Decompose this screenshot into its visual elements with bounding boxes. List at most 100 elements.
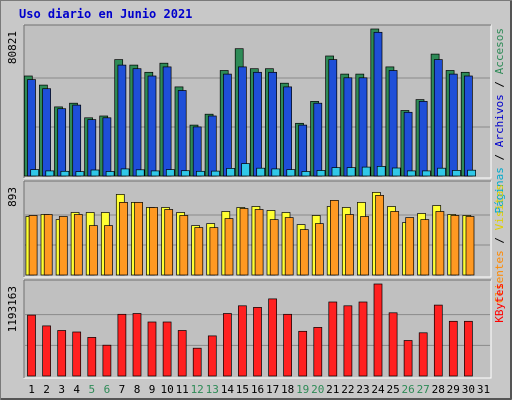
bar-bytes-kbytes-18 bbox=[283, 313, 292, 377]
x-tick-label-14: 14 bbox=[221, 383, 235, 396]
bar-bytes-kbytes-29 bbox=[448, 320, 458, 377]
bar-visits-clientes-3 bbox=[58, 216, 68, 276]
bar-bytes-kbytes-8 bbox=[132, 313, 142, 377]
bar-hits-páginas-3 bbox=[60, 170, 70, 177]
bar-hits-archivos-21 bbox=[328, 59, 338, 177]
x-tick-label-11: 11 bbox=[176, 383, 189, 396]
bar-bytes-kbytes-5 bbox=[87, 337, 97, 377]
bar-visits-clientes-24 bbox=[375, 195, 384, 276]
bar-hits-páginas-14 bbox=[226, 168, 235, 177]
bar-hits-páginas-16 bbox=[256, 167, 266, 177]
x-tick-label-2: 2 bbox=[43, 383, 50, 396]
bar-bytes-kbytes-3 bbox=[57, 330, 67, 377]
bar-hits-archivos-28 bbox=[433, 59, 443, 177]
bar-hits-archivos-11 bbox=[177, 90, 187, 177]
bar-hits-archivos-4 bbox=[72, 104, 82, 177]
x-tick-label-9: 9 bbox=[149, 383, 156, 396]
bar-hits-archivos-25 bbox=[388, 70, 398, 177]
bar-bytes-kbytes-11 bbox=[177, 330, 187, 377]
x-tick-label-26: 26 bbox=[401, 383, 414, 396]
bar-hits-páginas-13 bbox=[211, 170, 220, 177]
bar-hits-archivos-12 bbox=[192, 126, 202, 177]
legend-item-clientes: Clientes bbox=[493, 250, 506, 303]
bar-hits-páginas-27 bbox=[422, 170, 431, 177]
bar-hits-páginas-2 bbox=[45, 170, 55, 177]
bar-visits-clientes-23 bbox=[360, 216, 369, 276]
bar-hits-páginas-22 bbox=[346, 167, 356, 177]
x-tick-label-10: 10 bbox=[160, 383, 173, 396]
bar-bytes-kbytes-24 bbox=[373, 283, 383, 377]
bar-bytes-kbytes-19 bbox=[298, 330, 308, 377]
bar-hits-archivos-16 bbox=[253, 71, 262, 177]
x-tick-label-24: 24 bbox=[371, 383, 385, 396]
bar-visits-clientes-9 bbox=[149, 207, 158, 276]
bar-bytes-kbytes-14 bbox=[223, 313, 232, 377]
bar-bytes-kbytes-28 bbox=[433, 304, 443, 377]
legend-separator: / bbox=[493, 147, 506, 167]
bar-visits-clientes-19 bbox=[299, 229, 309, 276]
x-tick-label-19: 19 bbox=[296, 383, 309, 396]
x-tick-label-5: 5 bbox=[88, 383, 95, 396]
legend-item-páginas: Páginas bbox=[493, 167, 506, 213]
bar-hits-archivos-18 bbox=[283, 86, 292, 177]
bar-hits-páginas-29 bbox=[452, 170, 461, 177]
x-tick-label-20: 20 bbox=[311, 383, 324, 396]
legend-item-archivos: Archivos bbox=[493, 94, 506, 147]
bar-visits-clientes-17 bbox=[269, 219, 279, 276]
bar-bytes-kbytes-21 bbox=[328, 301, 338, 377]
bar-bytes-kbytes-6 bbox=[102, 344, 112, 377]
legend-item-accesos: Accesos bbox=[493, 28, 506, 74]
bar-hits-páginas-21 bbox=[331, 167, 341, 177]
bar-hits-archivos-22 bbox=[343, 77, 353, 177]
bar-hits-páginas-15 bbox=[241, 163, 250, 177]
bar-hits-archivos-23 bbox=[358, 77, 368, 177]
bar-hits-páginas-10 bbox=[165, 169, 175, 177]
legend-separator: / bbox=[493, 74, 506, 94]
bar-visits-clientes-18 bbox=[284, 217, 294, 276]
bar-hits-páginas-18 bbox=[286, 169, 296, 177]
bar-bytes-kbytes-4 bbox=[72, 331, 82, 377]
bar-hits-páginas-7 bbox=[120, 168, 130, 177]
legend-visits: Clientes / Visitas bbox=[493, 184, 506, 303]
legend-item-kbytes: KBytes bbox=[493, 283, 506, 323]
bar-visits-clientes-22 bbox=[345, 214, 354, 276]
bar-visits-clientes-6 bbox=[104, 225, 113, 276]
bar-visits-clientes-20 bbox=[315, 223, 324, 276]
bar-hits-archivos-15 bbox=[238, 66, 247, 177]
x-tick-label-23: 23 bbox=[356, 383, 369, 396]
bar-hits-archivos-3 bbox=[57, 108, 67, 177]
bar-visits-clientes-30 bbox=[465, 216, 475, 276]
x-tick-label-8: 8 bbox=[134, 383, 141, 396]
x-tick-label-15: 15 bbox=[236, 383, 249, 396]
x-tick-label-28: 28 bbox=[432, 383, 445, 396]
bar-bytes-kbytes-9 bbox=[147, 321, 157, 377]
bar-bytes-kbytes-16 bbox=[253, 307, 262, 377]
x-tick-label-21: 21 bbox=[326, 383, 339, 396]
bar-bytes-kbytes-2 bbox=[42, 325, 51, 377]
bar-hits-páginas-26 bbox=[406, 170, 416, 177]
bar-hits-archivos-8 bbox=[132, 68, 142, 177]
ymax-label-hits: 80821 bbox=[6, 31, 19, 64]
bar-hits-páginas-28 bbox=[437, 167, 446, 177]
bar-hits-páginas-12 bbox=[196, 170, 205, 177]
bar-visits-clientes-27 bbox=[420, 219, 430, 276]
bar-hits-páginas-30 bbox=[467, 169, 476, 177]
bar-bytes-kbytes-22 bbox=[343, 305, 353, 377]
x-tick-label-13: 13 bbox=[206, 383, 219, 396]
x-tick-label-25: 25 bbox=[386, 383, 399, 396]
bar-hits-archivos-20 bbox=[313, 102, 323, 177]
bar-hits-páginas-1 bbox=[30, 169, 40, 177]
bar-hits-páginas-11 bbox=[181, 170, 190, 177]
bar-hits-archivos-6 bbox=[102, 117, 112, 177]
bar-hits-archivos-1 bbox=[27, 79, 36, 177]
bar-hits-páginas-25 bbox=[391, 167, 401, 177]
bar-hits-páginas-23 bbox=[361, 166, 371, 177]
x-tick-label-12: 12 bbox=[191, 383, 204, 396]
bar-hits-archivos-9 bbox=[147, 75, 157, 177]
x-tick-label-3: 3 bbox=[58, 383, 65, 396]
bar-visits-clientes-21 bbox=[330, 200, 339, 276]
bar-hits-páginas-19 bbox=[301, 171, 311, 177]
bar-bytes-kbytes-13 bbox=[207, 335, 217, 377]
bar-hits-páginas-6 bbox=[105, 171, 115, 177]
